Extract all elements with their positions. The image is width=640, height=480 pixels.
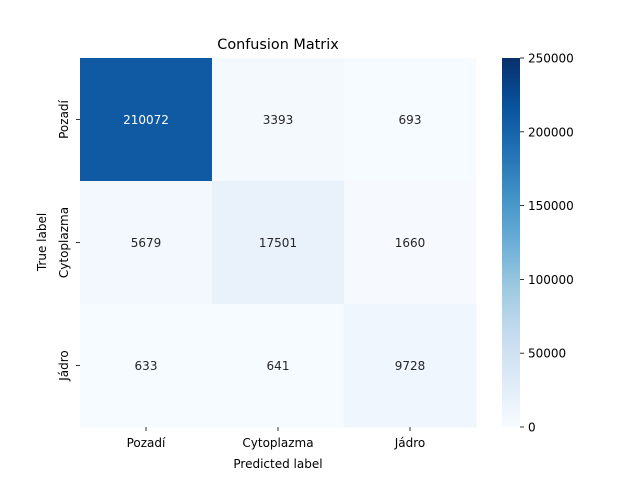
cell-value-label: 5679 (131, 236, 162, 250)
heatmap-cell (212, 58, 345, 182)
heatmap-cell-labels: 210072 3393 693 5679 17501 1660 633 641 9728 (123, 113, 425, 373)
x-tick-label: Pozadí (127, 436, 166, 450)
heatmap-cells (80, 58, 477, 428)
cell-value-label: 210072 (123, 113, 169, 127)
x-tick-label: Cytoplazma (242, 436, 313, 450)
cell-value-label: 17501 (259, 236, 297, 250)
heatmap-cell (80, 181, 213, 305)
cell-value-label: 9728 (395, 359, 426, 373)
cell-value-label: 3393 (263, 113, 294, 127)
cell-value-label: 693 (399, 113, 422, 127)
cell-value-label: 641 (267, 359, 290, 373)
colorbar-axis: 0 50000 100000 150000 200000 250000 (520, 52, 574, 435)
cell-value-label: 1660 (395, 236, 426, 250)
heatmap-cell (344, 304, 477, 428)
heatmap-cell (80, 58, 213, 182)
colorbar (502, 58, 520, 427)
heatmap-cell (212, 181, 345, 305)
heatmap-cell (80, 304, 213, 428)
cell-value-label: 633 (135, 359, 158, 373)
colorbar-tick-label: 200000 (528, 125, 574, 139)
colorbar-tick-label: 150000 (528, 199, 574, 213)
x-axis-label: Predicted label (233, 457, 322, 471)
colorbar-tick-label: 250000 (528, 52, 574, 66)
colorbar-tick-label: 50000 (528, 347, 566, 361)
y-tick-label: Pozadí (57, 99, 71, 138)
x-axis: Pozadí Cytoplazma Jádro (127, 427, 426, 450)
y-tick-label: Jádro (57, 350, 71, 382)
colorbar-tick-label: 0 (528, 421, 536, 435)
y-axis: Pozadí Cytoplazma Jádro (57, 99, 80, 382)
colorbar-tick-label: 100000 (528, 273, 574, 287)
y-tick-label: Cytoplazma (57, 207, 71, 278)
x-tick-label: Jádro (394, 436, 426, 450)
y-axis-label: True label (35, 213, 49, 272)
heatmap-cell (212, 304, 345, 428)
chart-title: Confusion Matrix (217, 37, 339, 53)
heatmap-cell (344, 58, 477, 182)
heatmap-cell (344, 181, 477, 305)
